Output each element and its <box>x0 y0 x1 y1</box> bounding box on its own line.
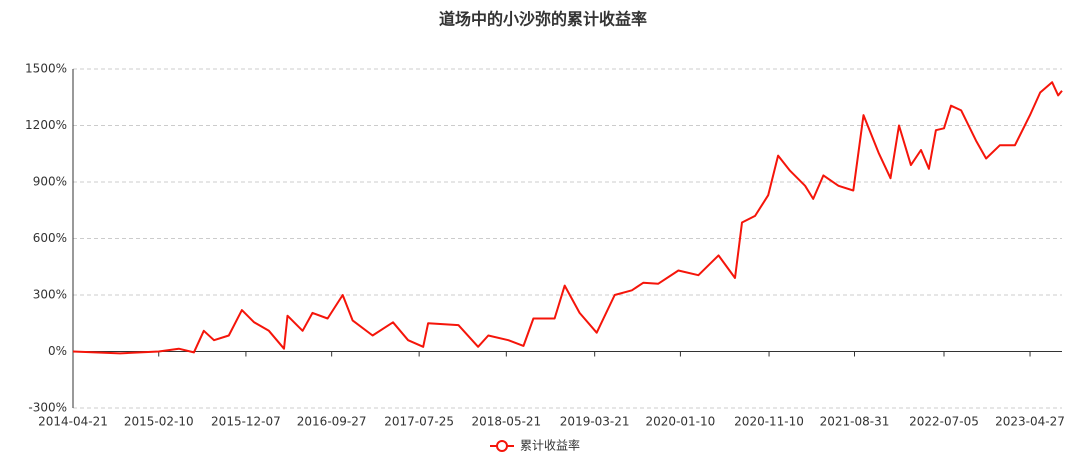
x-tick-label: 2021-08-31 <box>820 415 890 429</box>
line-series <box>72 81 1063 355</box>
x-tick-label: 2019-03-21 <box>560 415 630 429</box>
x-tick-label: 2016-09-27 <box>297 415 367 429</box>
y-tick-label: 0% <box>48 344 67 358</box>
x-tick-label: 2020-01-10 <box>646 415 716 429</box>
legend-marker <box>496 440 508 452</box>
x-tick-label: 2022-07-05 <box>909 415 979 429</box>
x-tick-label: 2015-02-10 <box>124 415 194 429</box>
y-tick-label: 1200% <box>25 118 67 132</box>
y-tick-label: 1500% <box>25 62 67 76</box>
x-tick-label: 2018-05-21 <box>471 415 541 429</box>
y-tick-label: -300% <box>28 401 67 415</box>
y-tick-label: 300% <box>33 288 67 302</box>
x-tick-label: 2015-12-07 <box>211 415 281 429</box>
y-tick-label: 900% <box>33 175 67 189</box>
chart-title: 道场中的小沙弥的累计收益率 <box>439 10 647 29</box>
x-tick-label: 2017-07-25 <box>384 415 454 429</box>
y-tick-label: 600% <box>33 231 67 245</box>
legend-label: 累计收益率 <box>520 438 580 453</box>
x-tick-label: 2020-11-10 <box>734 415 804 429</box>
x-tick-label: 2023-04-27 <box>995 415 1065 429</box>
x-tick-label: 2014-04-21 <box>38 415 108 429</box>
